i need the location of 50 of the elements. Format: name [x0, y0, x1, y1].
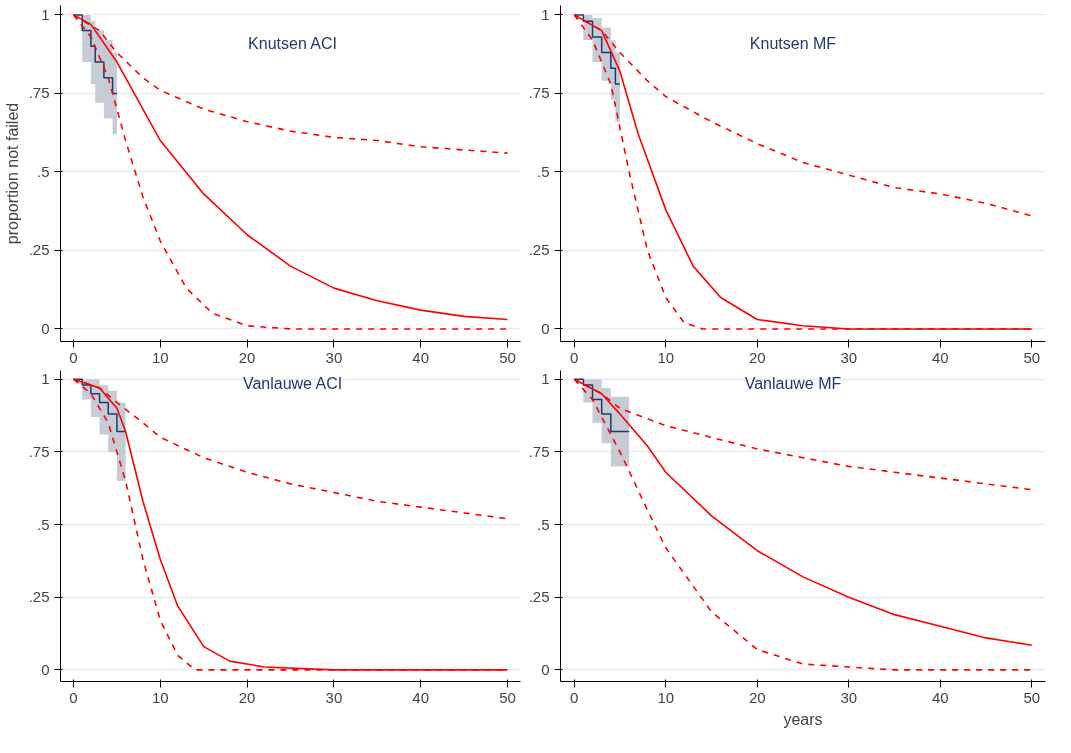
- y-tick-label: 1: [541, 5, 550, 23]
- chart-title: Vanlauwe ACI: [242, 374, 343, 392]
- y-tick-label: .5: [36, 162, 50, 180]
- x-tick-label: 50: [1023, 348, 1041, 366]
- x-tick-label: 40: [412, 688, 430, 706]
- x-tick-label: 40: [412, 348, 430, 366]
- x-tick-label: 30: [325, 348, 343, 366]
- y-tick-label: .25: [28, 241, 50, 259]
- x-tick-label: 30: [840, 348, 858, 366]
- x-tick-label: 50: [499, 348, 516, 366]
- y-tick-label: 1: [41, 5, 50, 23]
- x-tick-label: 20: [238, 348, 256, 366]
- y-tick-label: .25: [528, 588, 550, 606]
- x-tick-label: 20: [748, 688, 766, 706]
- x-tick-label: 50: [1023, 688, 1041, 706]
- y-tick-label: 0: [41, 319, 50, 337]
- chart-title: Vanlauwe MF: [744, 374, 842, 392]
- x-tick-label: 10: [657, 348, 675, 366]
- y-tick-label: 0: [541, 660, 550, 678]
- text: Knutsen MF: [749, 34, 837, 52]
- x-tick-label: 10: [151, 688, 169, 706]
- x-tick-label: 40: [931, 348, 949, 366]
- y-tick-label: 0: [41, 660, 50, 678]
- y-axis-title: proportion not failed: [3, 102, 21, 245]
- y-tick-label: .75: [28, 442, 50, 460]
- text: Knutsen ACI: [248, 34, 338, 52]
- y-tick-label: 1: [541, 370, 550, 388]
- x-tick-label: 10: [151, 348, 169, 366]
- y-tick-label: 0: [541, 319, 550, 337]
- x-tick-label: 20: [238, 688, 256, 706]
- y-tick-label: .75: [28, 84, 50, 102]
- x-tick-label: 50: [499, 688, 516, 706]
- y-tick-label: .25: [528, 241, 550, 259]
- y-tick-label: 1: [41, 370, 50, 388]
- x-tick-label: 0: [69, 688, 78, 706]
- y-tick-label: .75: [528, 442, 550, 460]
- y-tick-label: .5: [536, 162, 550, 180]
- x-tick-label: 20: [748, 348, 766, 366]
- x-tick-label: 0: [570, 688, 579, 706]
- y-tick-label: .75: [528, 84, 550, 102]
- x-tick-label: 0: [570, 348, 579, 366]
- x-tick-label: 30: [325, 688, 343, 706]
- x-axis-title: years: [783, 710, 823, 728]
- x-tick-label: 40: [931, 688, 949, 706]
- y-tick-label: .5: [36, 515, 50, 533]
- x-tick-label: 30: [840, 688, 858, 706]
- y-tick-label: .5: [536, 515, 550, 533]
- x-tick-label: 0: [69, 348, 78, 366]
- x-tick-label: 10: [657, 688, 675, 706]
- y-tick-label: .25: [28, 588, 50, 606]
